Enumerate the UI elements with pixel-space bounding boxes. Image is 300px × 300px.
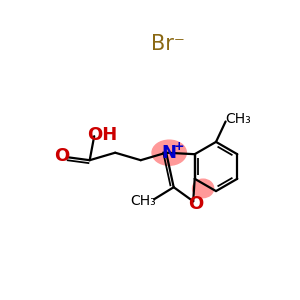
Ellipse shape (152, 140, 186, 165)
Ellipse shape (193, 179, 214, 198)
Text: O: O (188, 195, 203, 213)
Text: CH₃: CH₃ (130, 194, 156, 208)
Text: +: + (173, 140, 184, 153)
Text: O: O (54, 147, 69, 165)
Text: OH: OH (88, 126, 118, 144)
Text: Br⁻: Br⁻ (151, 34, 185, 53)
Text: N: N (161, 144, 176, 162)
Text: CH₃: CH₃ (225, 112, 251, 126)
